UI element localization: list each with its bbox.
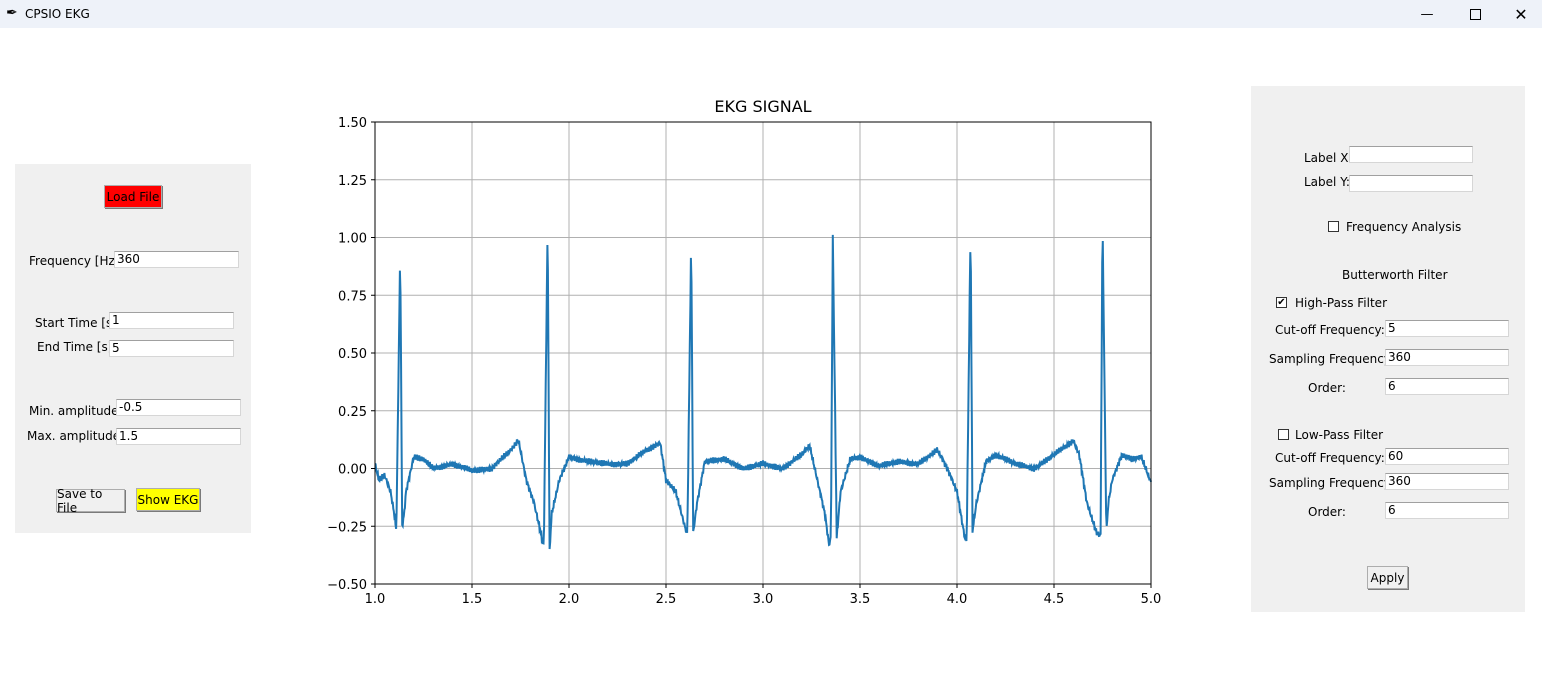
frequency-label: Frequency [Hz]: <box>29 254 124 268</box>
y-tick-label: 0.00 <box>338 463 367 478</box>
min-amplitude-field[interactable]: -0.5 <box>116 399 241 416</box>
right-control-panel: Label X: Label Y: Frequency Analysis But… <box>1251 86 1525 612</box>
x-tick-label: 1.5 <box>462 592 483 607</box>
save-to-file-button[interactable]: Save to File <box>56 487 125 515</box>
maximize-icon[interactable] <box>1452 0 1498 28</box>
y-tick-label: 1.25 <box>338 174 367 189</box>
y-tick-label: −0.50 <box>327 578 367 593</box>
highpass-sampling-field[interactable]: 360 <box>1385 349 1509 366</box>
lowpass-label: Low-Pass Filter <box>1295 428 1384 442</box>
feather-icon: ✒ <box>6 5 18 21</box>
label-x-field[interactable] <box>1349 146 1473 163</box>
apply-button[interactable]: Apply <box>1367 566 1408 589</box>
x-tick-label: 4.5 <box>1044 592 1065 607</box>
y-tick-label: 1.00 <box>338 232 367 247</box>
load-file-button[interactable]: Load File <box>104 185 162 208</box>
frequency-analysis-label: Frequency Analysis <box>1346 220 1462 234</box>
lowpass-sampling-field[interactable]: 360 <box>1385 473 1509 490</box>
min-amplitude-label: Min. amplitude: <box>29 404 123 418</box>
lowpass-checkbox[interactable] <box>1278 429 1289 440</box>
chart-title: EKG SIGNAL <box>714 97 811 116</box>
lowpass-sampling-label: Sampling Frequency: <box>1269 476 1395 490</box>
highpass-checkbox[interactable]: ✔ <box>1276 297 1287 308</box>
lowpass-order-field[interactable]: 6 <box>1385 502 1509 519</box>
highpass-sampling-label: Sampling Frequency: <box>1269 352 1395 366</box>
label-x-label: Label X: <box>1304 151 1353 165</box>
butterworth-title: Butterworth Filter <box>1342 268 1448 282</box>
lowpass-cutoff-field[interactable]: 60 <box>1385 448 1509 465</box>
y-tick-label: 1.50 <box>338 116 367 131</box>
checkmark-icon: ✔ <box>1277 297 1286 308</box>
x-tick-label: 1.0 <box>365 592 386 607</box>
y-tick-label: 0.50 <box>338 347 367 362</box>
minimize-icon[interactable]: — <box>1420 6 1434 22</box>
y-tick-label: 0.75 <box>338 289 367 304</box>
chart-frame <box>374 121 1152 585</box>
label-y-label: Label Y: <box>1304 175 1350 189</box>
left-control-panel: Load File Frequency [Hz]: 360 Start Time… <box>15 164 251 533</box>
y-tick-label: 0.25 <box>338 405 367 420</box>
highpass-order-label: Order: <box>1308 381 1346 395</box>
max-amplitude-field[interactable]: 1.5 <box>116 428 241 445</box>
x-tick-label: 4.0 <box>947 592 968 607</box>
end-time-field[interactable]: 5 <box>109 340 234 357</box>
lowpass-cutoff-label: Cut-off Frequency: <box>1275 451 1385 465</box>
end-time-label: End Time [s]: <box>37 340 117 354</box>
window-titlebar: ✒ CPSIO EKG — ✕ <box>0 0 1542 28</box>
highpass-label: High-Pass Filter <box>1295 296 1387 310</box>
highpass-cutoff-label: Cut-off Frequency: <box>1275 323 1385 337</box>
x-tick-label: 3.0 <box>753 592 774 607</box>
ekg-signal-line <box>374 234 1152 550</box>
start-time-field[interactable]: 1 <box>109 312 234 329</box>
label-y-field[interactable] <box>1349 175 1473 192</box>
x-tick-label: 5.0 <box>1141 592 1162 607</box>
chart-grid <box>374 121 1152 585</box>
window-title: CPSIO EKG <box>25 7 90 21</box>
lowpass-order-label: Order: <box>1308 505 1346 519</box>
highpass-cutoff-field[interactable]: 5 <box>1385 320 1509 337</box>
frequency-field[interactable]: 360 <box>114 251 239 268</box>
x-tick-label: 2.5 <box>656 592 677 607</box>
start-time-label: Start Time [s]: <box>35 316 121 330</box>
close-icon[interactable]: ✕ <box>1514 4 1528 24</box>
max-amplitude-label: Max. amplitude: <box>27 429 125 443</box>
x-tick-label: 3.5 <box>850 592 871 607</box>
ekg-chart: EKG SIGNAL 1.0 1.5 2.0 2.5 3.0 3.5 4.0 4.5 5.0 −0… <box>327 97 1161 607</box>
highpass-order-field[interactable]: 6 <box>1385 378 1509 395</box>
chart-ticks: 1.0 1.5 2.0 2.5 3.0 3.5 4.0 4.5 5.0 −0.50 −0.25 0.0… <box>327 116 1161 607</box>
show-ekg-button[interactable]: Show EKG <box>136 488 200 511</box>
frequency-analysis-checkbox[interactable] <box>1328 221 1339 232</box>
y-tick-label: −0.25 <box>327 520 367 535</box>
x-tick-label: 2.0 <box>559 592 580 607</box>
